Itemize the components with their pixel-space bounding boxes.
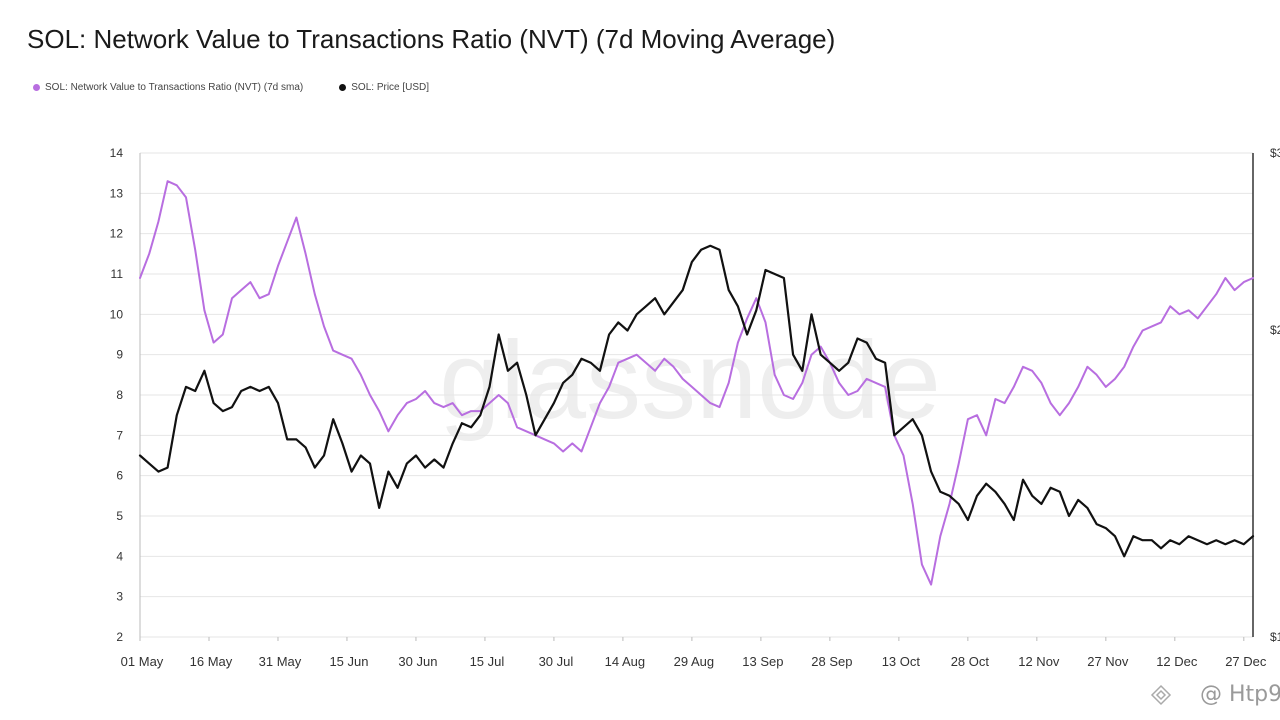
- x-tick-label: 13 Sep: [742, 654, 783, 669]
- y-tick-label: 3: [116, 590, 123, 604]
- x-tick-label: 28 Sep: [811, 654, 852, 669]
- x-tick-label: 13 Oct: [882, 654, 921, 669]
- y-tick-label: 6: [116, 469, 123, 483]
- x-axis: 01 May 16 May 31 May 15 Jun 30 Jun 15 Jul 30 J…: [121, 637, 1267, 669]
- legend-nvt-label: SOL: Network Value to Transactions Ratio…: [45, 82, 304, 93]
- legend-item-nvt[interactable]: SOL: Network Value to Transactions Ratio…: [33, 82, 303, 93]
- x-tick-label: 15 Jun: [329, 654, 368, 669]
- legend-nvt-swatch: [33, 84, 40, 91]
- watermark-handle: @ Htp96: [1200, 682, 1280, 707]
- grid: [139, 152, 1254, 638]
- x-tick-label: 01 May: [121, 654, 164, 669]
- x-tick-label: 27 Nov: [1087, 654, 1129, 669]
- y-tick-label: 10: [110, 307, 124, 321]
- x-tick-label: 14 Aug: [605, 654, 646, 669]
- x-tick-label: 12 Nov: [1018, 654, 1060, 669]
- y-tick-label: 11: [111, 267, 124, 281]
- x-tick-label: 29 Aug: [674, 654, 715, 669]
- x-tick-label: 30 Jul: [539, 654, 574, 669]
- nvt-series-line: [139, 180, 1254, 586]
- y-tick-label: 9: [116, 348, 123, 362]
- y-right-tick-label: $3: [1270, 146, 1280, 160]
- y-tick-label: 5: [116, 509, 123, 523]
- y-tick-label: 8: [116, 388, 123, 402]
- x-tick-label: 27 Dec: [1225, 654, 1267, 669]
- legend-price-label: SOL: Price [USD]: [351, 82, 430, 93]
- chart-title: SOL: Network Value to Transactions Ratio…: [27, 24, 836, 54]
- x-tick-label: 30 Jun: [398, 654, 437, 669]
- legend: SOL: Network Value to Transactions Ratio…: [33, 82, 429, 93]
- x-tick-label: 12 Dec: [1156, 654, 1198, 669]
- x-tick-label: 31 May: [259, 654, 302, 669]
- y-axis-left: 14 13 12 11 10 9 8 7 6 5 4 3 2: [110, 146, 124, 644]
- legend-item-price[interactable]: SOL: Price [USD]: [339, 82, 429, 93]
- y-tick-label: 2: [116, 630, 123, 644]
- y-tick-label: 14: [110, 146, 124, 160]
- y-tick-label: 12: [110, 227, 124, 241]
- y-axis-right: $3 $2 $1: [1270, 146, 1280, 644]
- legend-price-swatch: [339, 84, 347, 91]
- y-tick-label: 7: [116, 428, 123, 442]
- y-right-tick-label: $2: [1270, 323, 1280, 337]
- x-tick-label: 15 Jul: [470, 654, 505, 669]
- price-series-line: [138, 244, 1255, 558]
- y-right-tick-label: $1: [1270, 630, 1280, 644]
- y-tick-label: 4: [116, 549, 123, 563]
- y-tick-label: 13: [110, 186, 124, 200]
- series-lines: [138, 180, 1255, 586]
- x-tick-label: 28 Oct: [951, 654, 990, 669]
- x-tick-label: 16 May: [190, 654, 233, 669]
